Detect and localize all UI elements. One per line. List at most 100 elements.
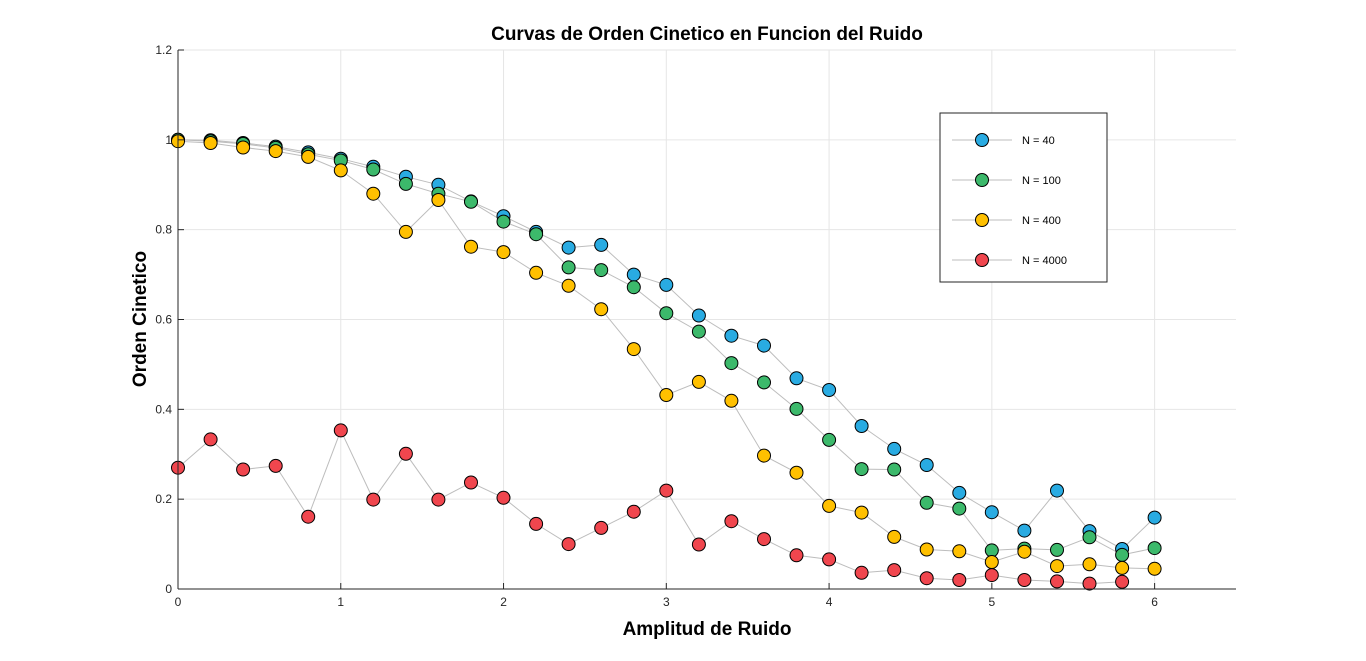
- data-point: [333, 423, 348, 438]
- data-point: [626, 504, 641, 519]
- data-point: [887, 563, 902, 578]
- data-point: [301, 509, 316, 524]
- data-point: [1050, 483, 1064, 498]
- data-point: [529, 227, 544, 242]
- legend-marker: [975, 213, 989, 227]
- data-point: [887, 529, 902, 544]
- data-point: [789, 371, 804, 386]
- data-point: [984, 505, 999, 520]
- x-tick-label: 4: [826, 595, 833, 609]
- data-point: [496, 245, 511, 260]
- legend-label: N = 400: [1022, 215, 1061, 227]
- data-point: [854, 565, 869, 580]
- data-point: [952, 485, 967, 500]
- data-point: [854, 505, 869, 520]
- legend-label: N = 100: [1022, 175, 1061, 187]
- data-point: [398, 176, 413, 191]
- data-point: [431, 193, 446, 207]
- data-point: [203, 136, 218, 150]
- data-point: [561, 537, 576, 552]
- data-point: [789, 465, 804, 480]
- data-point: [366, 162, 381, 177]
- data-point: [984, 568, 999, 583]
- data-point: [757, 532, 771, 547]
- data-point: [333, 163, 348, 178]
- y-tick-label: 1: [165, 133, 172, 147]
- data-point: [822, 498, 837, 513]
- y-tick-label: 0.4: [155, 402, 172, 416]
- data-point: [659, 388, 674, 402]
- data-point: [887, 462, 902, 477]
- data-point: [789, 401, 804, 416]
- data-point: [822, 552, 837, 567]
- data-point: [691, 537, 706, 552]
- data-point: [1050, 574, 1064, 589]
- data-point: [626, 280, 641, 295]
- tick-labels: 0 1 2 3 4 5 6 0 0.2 0.4 0.6 0.8 1 1.2: [155, 43, 1158, 609]
- data-point: [952, 544, 967, 559]
- data-point: [757, 338, 771, 353]
- data-point: [464, 475, 478, 490]
- data-point: [366, 186, 381, 201]
- chart-title: Curvas de Orden Cinetico en Funcion del …: [491, 24, 923, 45]
- data-point: [1050, 559, 1064, 574]
- data-point: [529, 265, 544, 280]
- data-point: [268, 144, 283, 159]
- data-point: [561, 260, 576, 275]
- data-point: [464, 194, 478, 209]
- data-point: [984, 555, 999, 569]
- data-point: [594, 520, 609, 535]
- data-point: [757, 375, 771, 390]
- x-tick-label: 0: [175, 595, 182, 609]
- y-axis-label: Orden Cinetico: [130, 251, 151, 387]
- legend-marker: [975, 173, 989, 187]
- data-point: [822, 432, 837, 447]
- data-point: [1115, 560, 1130, 575]
- data-point: [919, 458, 934, 472]
- data-point: [1082, 530, 1097, 545]
- data-point: [268, 458, 283, 473]
- data-point: [398, 446, 413, 461]
- legend-marker: [975, 133, 989, 147]
- data-point: [659, 306, 674, 321]
- data-point: [724, 356, 739, 371]
- data-point: [724, 328, 739, 343]
- y-tick-label: 0.6: [155, 313, 172, 327]
- data-point: [984, 543, 999, 558]
- data-point: [1115, 547, 1130, 562]
- axes: [177, 49, 1236, 590]
- x-tick-label: 6: [1151, 595, 1158, 609]
- data-point: [496, 490, 511, 505]
- data-point: [594, 302, 609, 317]
- y-tick-label: 0.2: [155, 492, 172, 506]
- data-point: [594, 263, 609, 278]
- x-tick-label: 3: [663, 595, 670, 609]
- data-point: [887, 441, 902, 456]
- data-point: [1147, 541, 1162, 556]
- data-point: [724, 514, 739, 529]
- data-point: [1050, 542, 1064, 557]
- data-point: [1082, 557, 1097, 572]
- legend: N = 40 N = 100 N = 400 N = 4000: [939, 112, 1108, 283]
- data-point: [1017, 573, 1032, 587]
- data-point: [431, 492, 446, 507]
- x-axis-label: Amplitud de Ruido: [623, 619, 792, 640]
- data-point: [822, 383, 837, 397]
- data-point: [854, 419, 869, 433]
- data-point: [919, 571, 934, 586]
- y-tick-label: 1.2: [155, 43, 172, 57]
- data-point: [1082, 576, 1097, 591]
- data-point: [952, 573, 967, 587]
- data-point: [626, 342, 641, 357]
- x-tick-label: 5: [989, 595, 996, 609]
- data-point: [1147, 561, 1162, 576]
- data-point: [919, 542, 934, 557]
- data-point: [236, 462, 251, 477]
- data-point: [659, 483, 674, 498]
- data-point: [691, 324, 706, 339]
- data-point: [366, 492, 381, 507]
- data-point: [691, 374, 706, 389]
- x-tick-label: 1: [337, 595, 344, 609]
- legend-label: N = 40: [1022, 135, 1055, 147]
- data-point: [1017, 544, 1032, 559]
